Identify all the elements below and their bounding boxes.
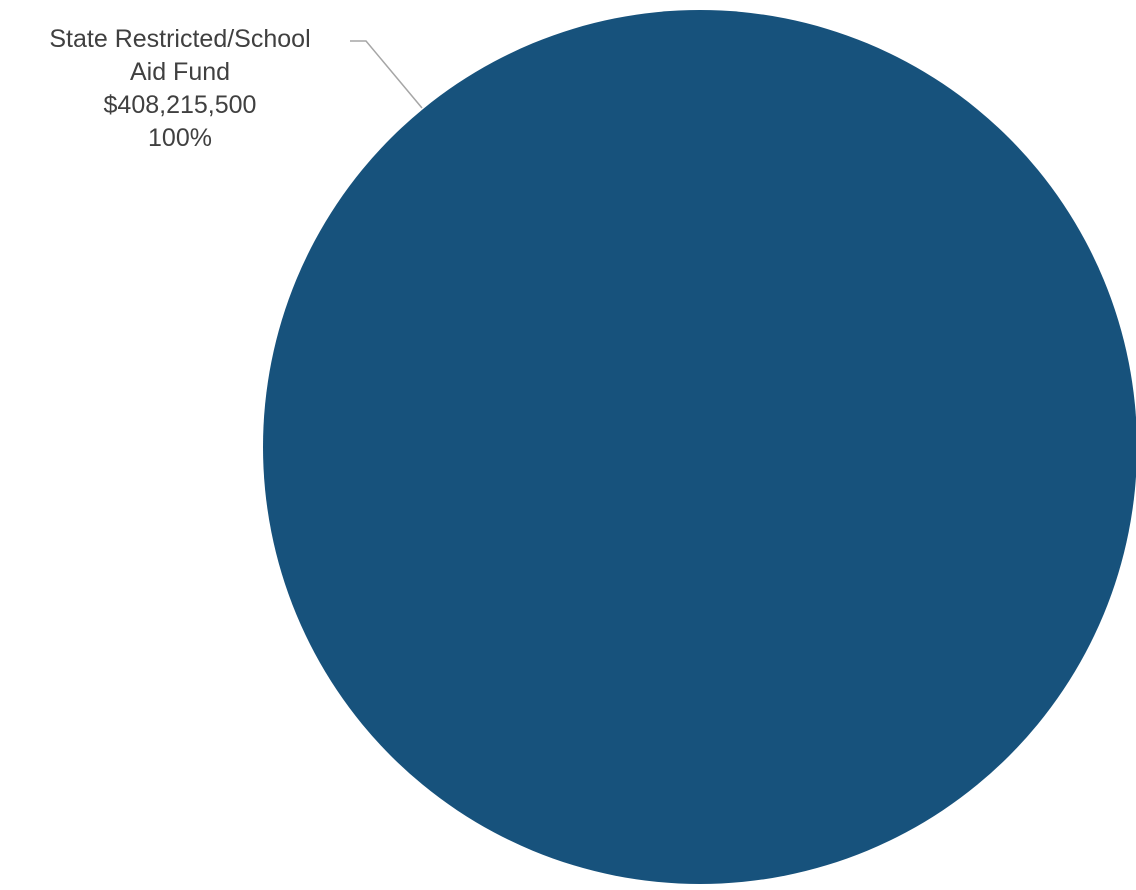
slice-percent-label: 100%: [148, 124, 212, 152]
pie-slices: [263, 10, 1136, 884]
slice-label-line-2: Aid Fund: [130, 58, 230, 86]
leader-line: [350, 40, 423, 109]
pie-slice-0: [263, 10, 1136, 884]
slice-value-label: $408,215,500: [104, 91, 257, 119]
slice-label-line-1: State Restricted/School: [49, 25, 310, 53]
